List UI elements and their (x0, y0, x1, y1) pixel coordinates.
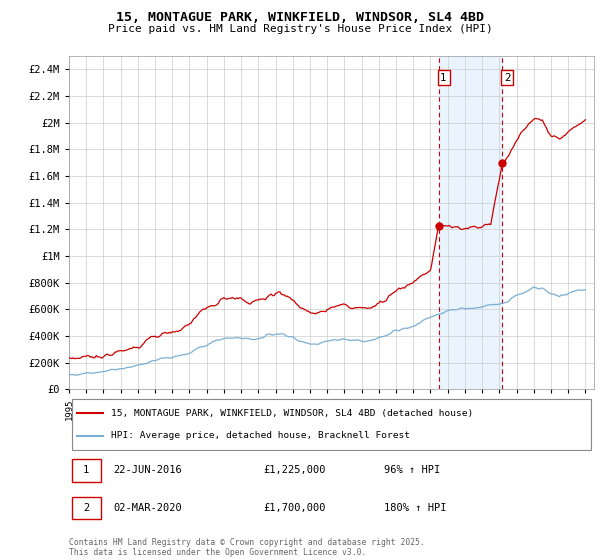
Text: HPI: Average price, detached house, Bracknell Forest: HPI: Average price, detached house, Brac… (111, 431, 410, 440)
Bar (439, 56, 502, 389)
Text: Price paid vs. HM Land Registry's House Price Index (HPI): Price paid vs. HM Land Registry's House … (107, 24, 493, 34)
Text: £1,700,000: £1,700,000 (263, 503, 326, 513)
Text: 22-JUN-2016: 22-JUN-2016 (113, 465, 182, 475)
Text: 15, MONTAGUE PARK, WINKFIELD, WINDSOR, SL4 4BD (detached house): 15, MONTAGUE PARK, WINKFIELD, WINDSOR, S… (111, 409, 473, 418)
Text: 180% ↑ HPI: 180% ↑ HPI (384, 503, 446, 513)
Text: £1,225,000: £1,225,000 (263, 465, 326, 475)
Text: 2: 2 (504, 73, 511, 83)
Text: 1: 1 (83, 465, 89, 475)
Text: 02-MAR-2020: 02-MAR-2020 (113, 503, 182, 513)
Text: 15, MONTAGUE PARK, WINKFIELD, WINDSOR, SL4 4BD: 15, MONTAGUE PARK, WINKFIELD, WINDSOR, S… (116, 11, 484, 24)
FancyBboxPatch shape (71, 459, 101, 482)
Text: Contains HM Land Registry data © Crown copyright and database right 2025.
This d: Contains HM Land Registry data © Crown c… (69, 538, 425, 557)
FancyBboxPatch shape (71, 497, 101, 519)
Text: 2: 2 (83, 503, 89, 513)
Text: 1: 1 (440, 73, 447, 83)
FancyBboxPatch shape (71, 399, 592, 450)
Text: 96% ↑ HPI: 96% ↑ HPI (384, 465, 440, 475)
